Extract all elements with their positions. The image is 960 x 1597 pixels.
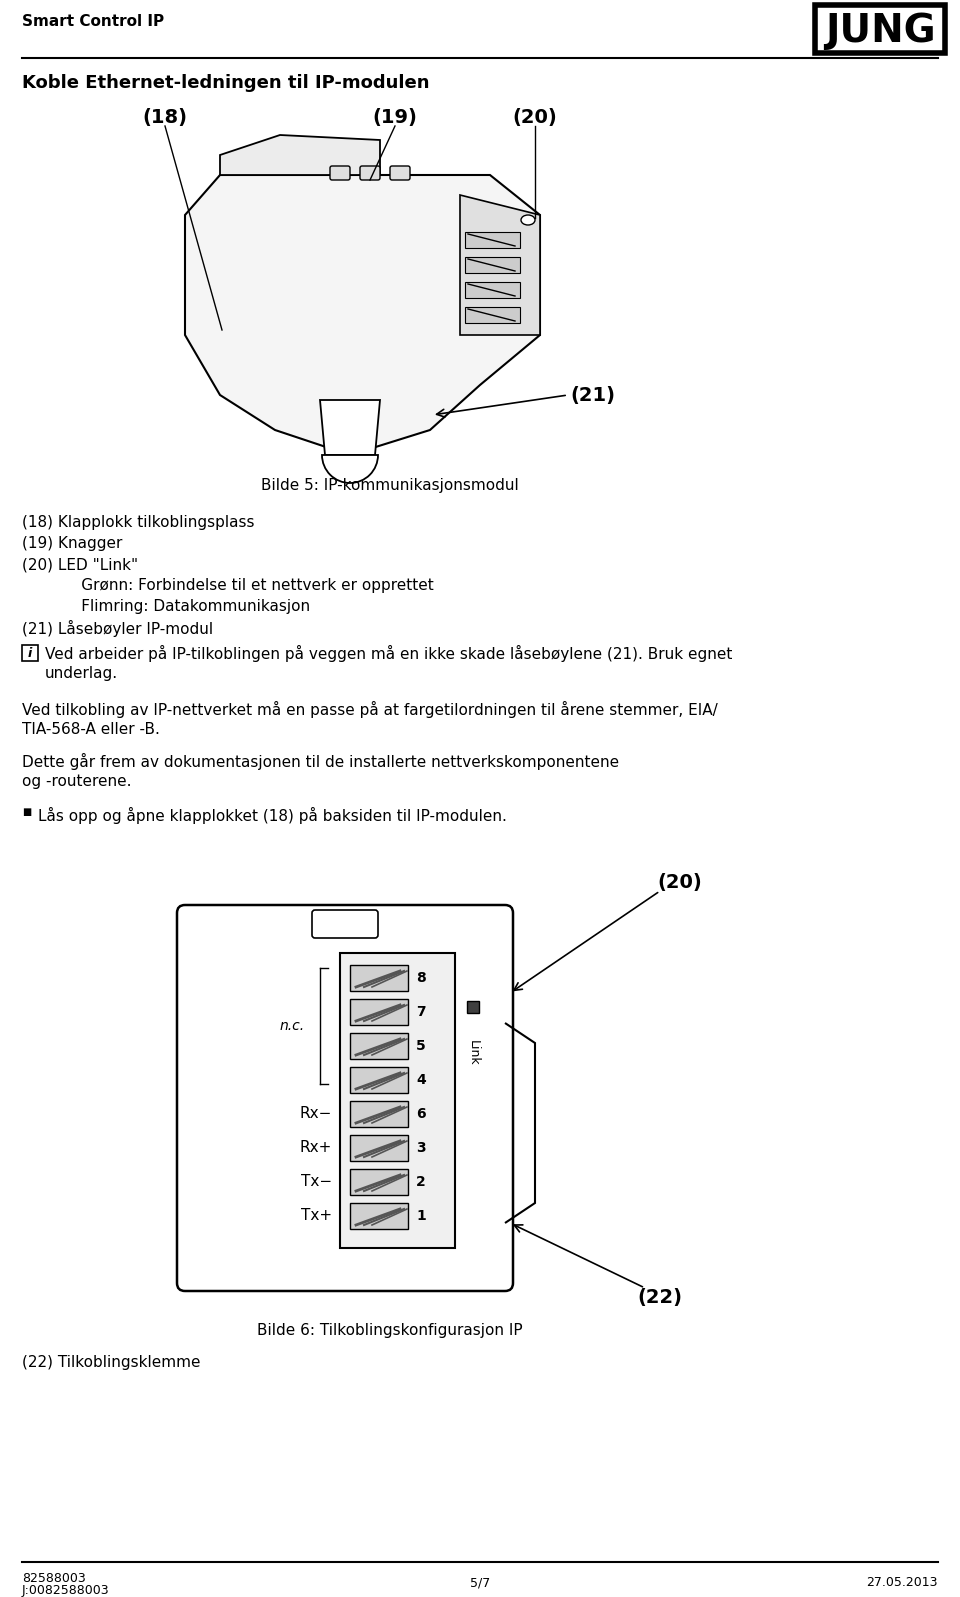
Bar: [465, 232, 520, 248]
Text: Ved tilkobling av IP-nettverket må en passe på at fargetilordningen til årene st: Ved tilkobling av IP-nettverket må en pa…: [22, 701, 718, 719]
Text: (20): (20): [513, 109, 558, 128]
Bar: [350, 1067, 408, 1092]
Text: J:0082588003: J:0082588003: [22, 1584, 109, 1597]
Text: n.c.: n.c.: [280, 1019, 305, 1033]
Text: Rx−: Rx−: [300, 1107, 332, 1121]
Text: JUNG: JUNG: [825, 13, 935, 50]
Text: Smart Control IP: Smart Control IP: [22, 14, 164, 29]
Text: Ved arbeider på IP-tilkoblingen på veggen må en ikke skade låsebøylene (21). Bru: Ved arbeider på IP-tilkoblingen på vegge…: [45, 645, 732, 663]
Text: (22): (22): [637, 1289, 683, 1306]
Bar: [815, 5, 945, 53]
Text: Grønn: Forbindelse til et nettverk er opprettet: Grønn: Forbindelse til et nettverk er op…: [52, 578, 434, 592]
Text: Flimring: Datakommunikasjon: Flimring: Datakommunikasjon: [52, 599, 310, 613]
Text: TIA-568-A eller -B.: TIA-568-A eller -B.: [22, 722, 160, 736]
Text: 27.05.2013: 27.05.2013: [867, 1576, 938, 1589]
Bar: [22, 645, 38, 661]
FancyBboxPatch shape: [177, 905, 513, 1290]
Text: Koble Ethernet-ledningen til IP-modulen: Koble Ethernet-ledningen til IP-modulen: [22, 73, 429, 93]
Text: og -routerene.: og -routerene.: [22, 775, 132, 789]
Ellipse shape: [521, 216, 535, 225]
Bar: [465, 257, 520, 273]
Text: 3: 3: [416, 1140, 425, 1155]
Text: (21) Låsebøyler IP-modul: (21) Låsebøyler IP-modul: [22, 620, 213, 637]
Text: (22) Tilkoblingsklemme: (22) Tilkoblingsklemme: [22, 1354, 201, 1370]
Text: i: i: [28, 647, 32, 660]
Polygon shape: [320, 399, 380, 455]
Text: ■: ■: [22, 806, 32, 818]
Text: underlag.: underlag.: [45, 666, 118, 680]
Text: Dette går frem av dokumentasjonen til de installerte nettverkskomponentene: Dette går frem av dokumentasjonen til de…: [22, 754, 619, 770]
Text: (19): (19): [372, 109, 418, 128]
Text: Link: Link: [467, 1040, 479, 1065]
Polygon shape: [185, 176, 540, 455]
Polygon shape: [220, 136, 380, 176]
Bar: [350, 1000, 408, 1025]
FancyBboxPatch shape: [390, 166, 410, 180]
Text: (21): (21): [570, 385, 615, 404]
Bar: [350, 965, 408, 992]
Polygon shape: [460, 195, 540, 335]
Bar: [465, 283, 520, 299]
Text: Lås opp og åpne klapplokket (18) på baksiden til IP-modulen.: Lås opp og åpne klapplokket (18) på baks…: [38, 806, 507, 824]
Bar: [350, 1100, 408, 1127]
Text: 6: 6: [416, 1107, 425, 1121]
Bar: [467, 1001, 479, 1012]
FancyBboxPatch shape: [330, 166, 350, 180]
Bar: [350, 1169, 408, 1195]
Text: 5: 5: [416, 1040, 425, 1052]
FancyBboxPatch shape: [312, 910, 378, 937]
Text: Rx+: Rx+: [300, 1140, 332, 1156]
Wedge shape: [322, 455, 378, 482]
Text: Tx−: Tx−: [300, 1174, 332, 1190]
Text: (20): (20): [658, 874, 703, 893]
Text: 82588003: 82588003: [22, 1571, 85, 1584]
Text: 1: 1: [416, 1209, 425, 1223]
Bar: [350, 1203, 408, 1230]
Text: Bilde 6: Tilkoblingskonfigurasjon IP: Bilde 6: Tilkoblingskonfigurasjon IP: [257, 1322, 523, 1338]
Bar: [340, 953, 455, 1247]
Text: 8: 8: [416, 971, 425, 985]
Text: (20) LED "Link": (20) LED "Link": [22, 557, 138, 572]
Text: 7: 7: [416, 1005, 425, 1019]
Text: (18) Klapplokk tilkoblingsplass: (18) Klapplokk tilkoblingsplass: [22, 514, 254, 530]
Text: 4: 4: [416, 1073, 425, 1088]
Text: Bilde 5: IP-kommunikasjonsmodul: Bilde 5: IP-kommunikasjonsmodul: [261, 478, 518, 493]
Bar: [465, 307, 520, 323]
Text: (19) Knagger: (19) Knagger: [22, 537, 122, 551]
Bar: [350, 1135, 408, 1161]
Bar: [350, 1033, 408, 1059]
Text: Tx+: Tx+: [300, 1209, 332, 1223]
Text: 5/7: 5/7: [469, 1576, 491, 1589]
Text: (18): (18): [142, 109, 187, 128]
FancyBboxPatch shape: [360, 166, 380, 180]
Text: 2: 2: [416, 1175, 425, 1190]
